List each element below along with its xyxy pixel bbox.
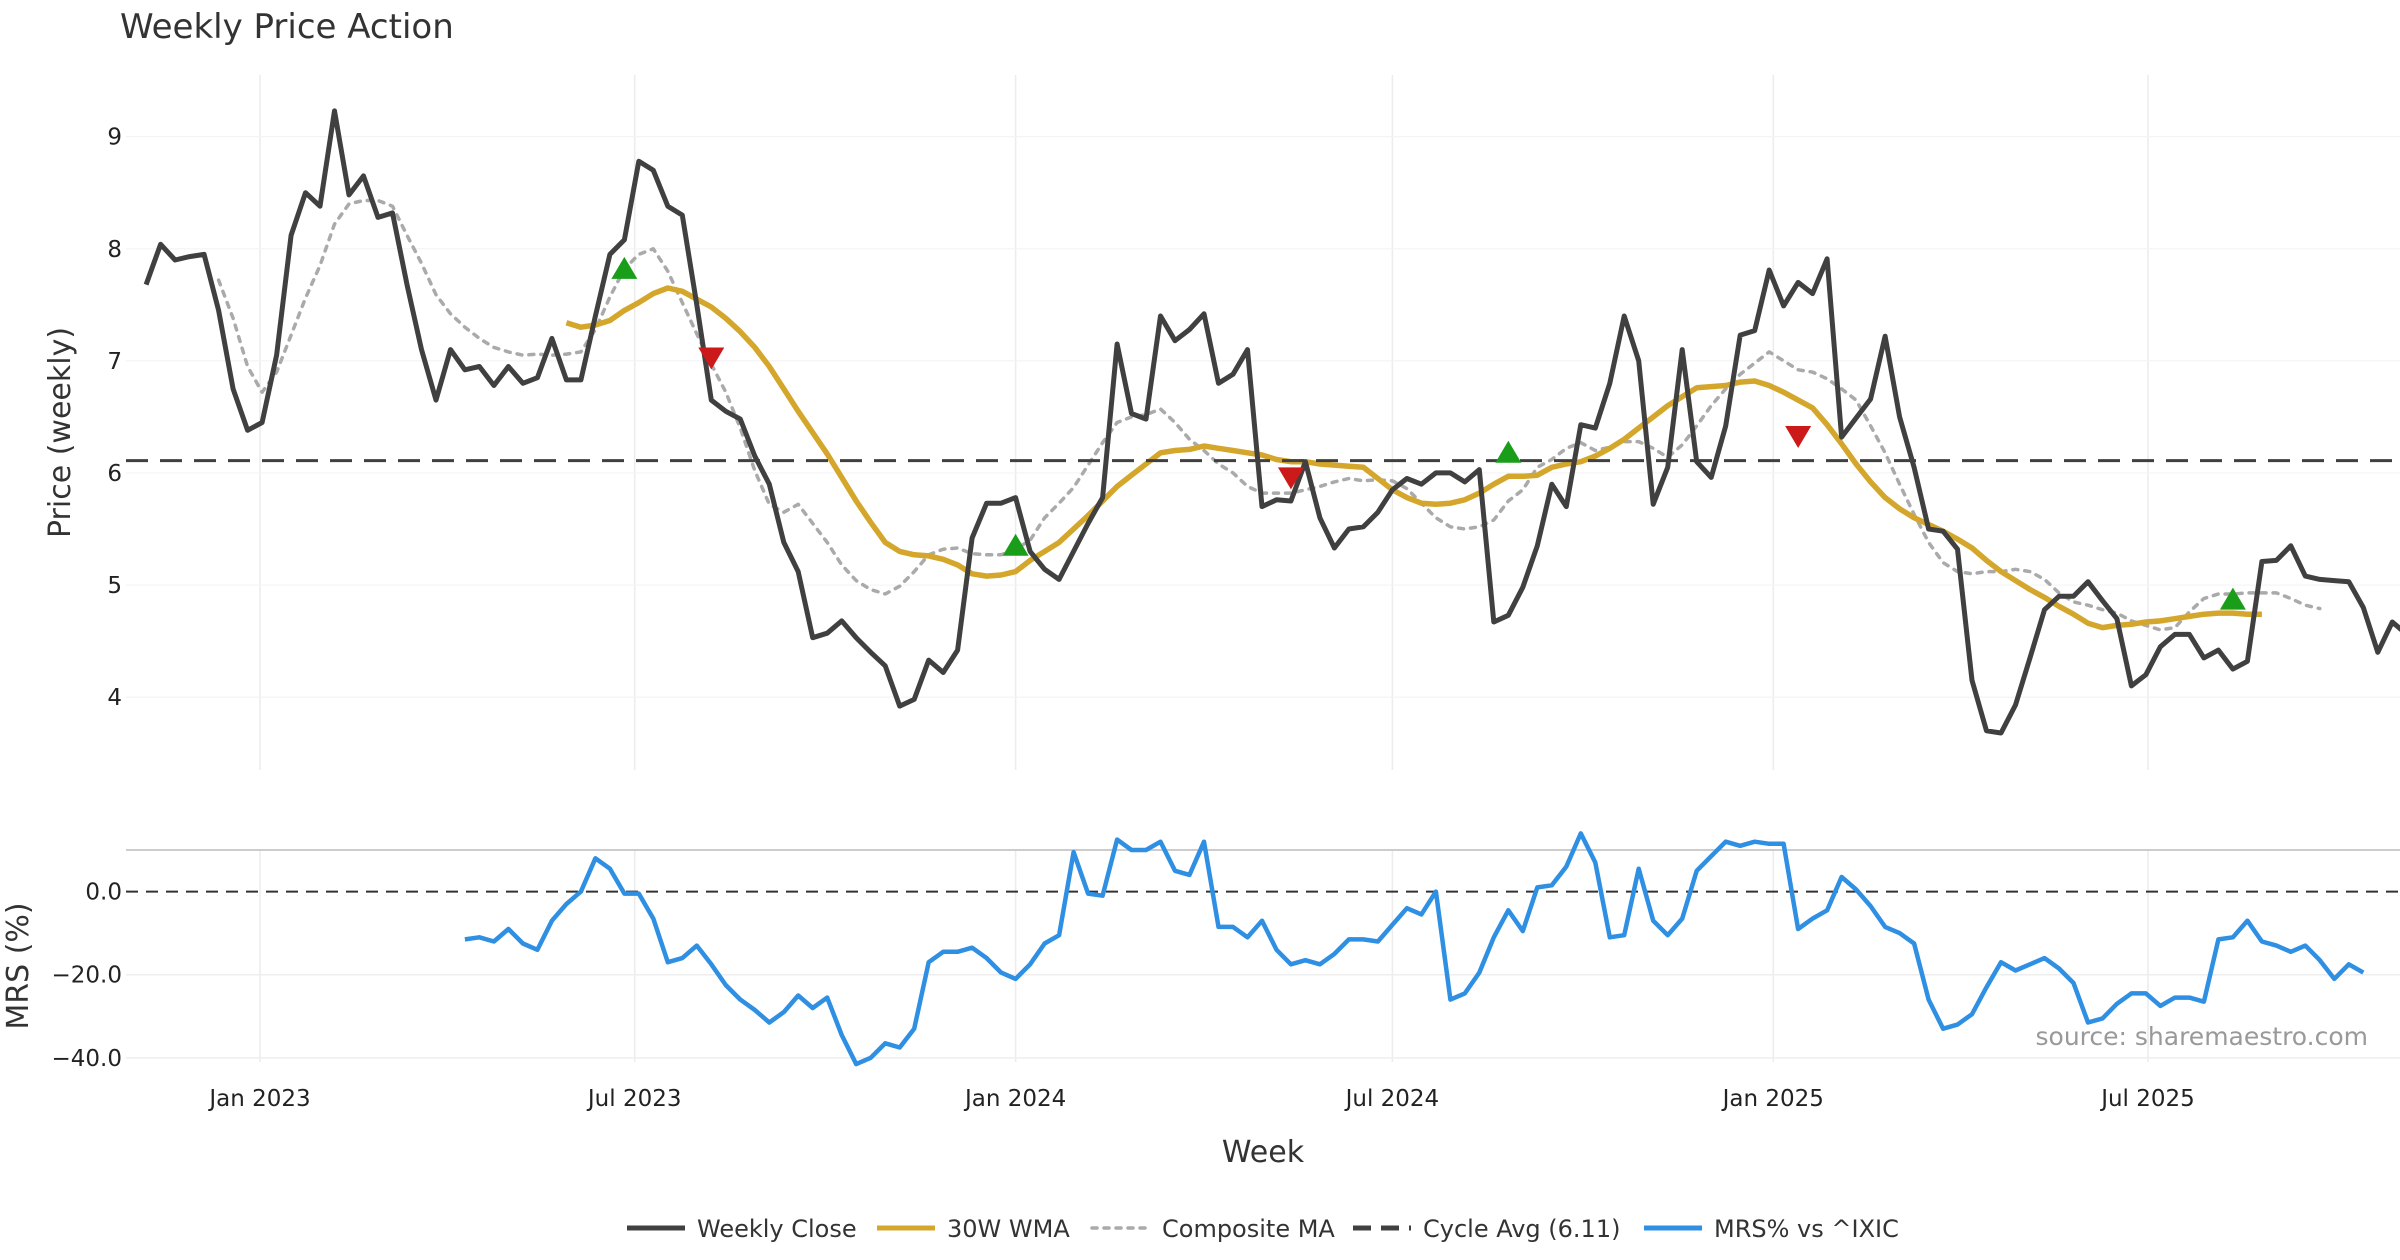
mrs-y-tick-label: −40.0 (52, 1046, 122, 1072)
price-y-tick-label: 7 (107, 349, 122, 375)
series-composite-ma (216, 198, 2322, 632)
buy-signal-marker (611, 256, 638, 279)
x-tick-label: Jan 2025 (1721, 1086, 1824, 1112)
buy-signal-marker (2219, 587, 2246, 610)
mrs-y-tick-label: 0.0 (85, 880, 122, 906)
legend: Weekly Close 30W WMA Composite MA Cycle Avg… (627, 1215, 1899, 1243)
legend-item-composite-ma: Composite MA (1090, 1215, 1335, 1243)
legend-label: Cycle Avg (6.11) (1423, 1215, 1620, 1243)
sell-signal-marker (698, 347, 725, 370)
x-tick-label: Jan 2024 (963, 1086, 1066, 1112)
legend-item-mrs-vs-ixic: MRS% vs ^IXIC (1644, 1215, 1899, 1243)
price-y-tick-label: 6 (107, 461, 122, 487)
source-label: source: sharemaestro.com (2036, 1022, 2369, 1051)
price-y-axis-label: Price (weekly) (43, 327, 78, 538)
price-y-tick-label: 4 (107, 685, 122, 711)
legend-item-cycle-avg-6-11: Cycle Avg (6.11) (1353, 1215, 1620, 1243)
legend-item-weekly-close: Weekly Close (627, 1215, 857, 1243)
buy-signal-marker (1002, 533, 1029, 556)
mrs-y-axis-label: MRS (%) (1, 902, 36, 1029)
legend-label: Weekly Close (697, 1215, 857, 1243)
mrs-panel: 0.0 −20.0 −40.0 MRS (%) (1, 831, 2400, 1072)
x-axis-label: Week (1222, 1135, 1305, 1170)
legend-label: 30W WMA (947, 1215, 1070, 1243)
sell-signal-marker (1785, 425, 1812, 448)
x-axis: Jan 2023 Jul 2023 Jan 2024 Jul 2024 Jan 2025… (207, 1086, 2194, 1170)
buy-signal-marker (1495, 440, 1522, 463)
x-tick-label: Jul 2023 (586, 1086, 682, 1112)
x-tick-label: Jul 2024 (1344, 1086, 1440, 1112)
price-panel: 4 5 6 7 8 9 Price (weekly) (43, 75, 2400, 770)
legend-item-30w-wma: 30W WMA (877, 1215, 1070, 1243)
price-y-tick-label: 5 (107, 573, 122, 599)
x-tick-label: Jan 2023 (207, 1086, 310, 1112)
x-tick-label: Jul 2025 (2099, 1086, 2195, 1112)
mrs-y-tick-label: −20.0 (52, 963, 122, 989)
series-weekly-close (143, 108, 2400, 736)
legend-label: Composite MA (1162, 1215, 1335, 1243)
series-30w-wma (565, 285, 2262, 631)
price-y-tick-label: 9 (107, 125, 122, 151)
chart-title: Weekly Price Action (120, 7, 454, 47)
sell-signal-marker (1277, 467, 1304, 490)
legend-label: MRS% vs ^IXIC (1714, 1215, 1899, 1243)
series-mrs-vs-ixic (464, 831, 2365, 1067)
price-y-tick-label: 8 (107, 237, 122, 263)
